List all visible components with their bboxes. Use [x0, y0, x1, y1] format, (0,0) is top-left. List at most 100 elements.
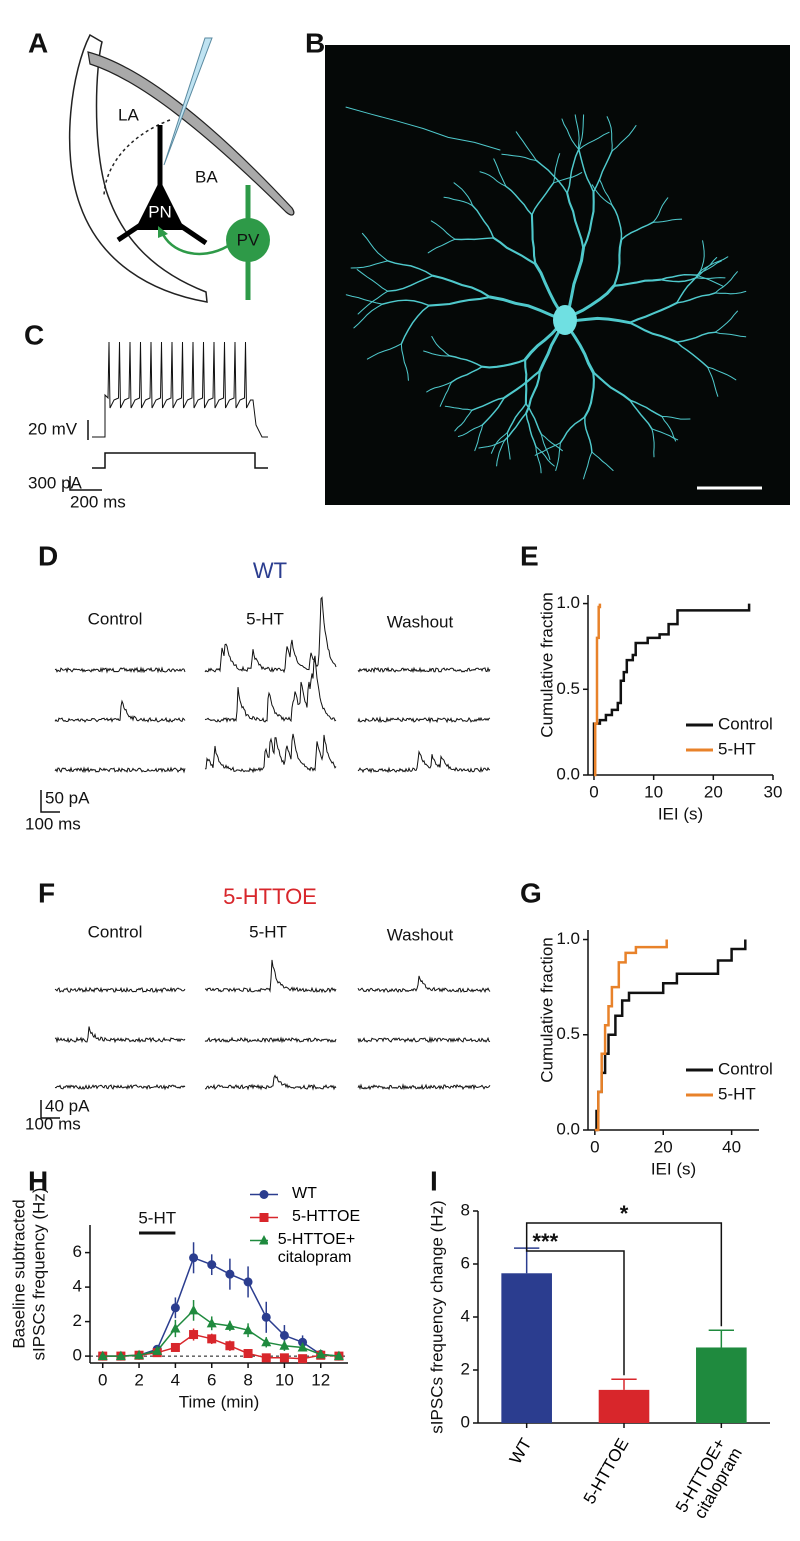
- dendrite: [471, 397, 506, 411]
- dendrite: [574, 114, 580, 151]
- dendrite: [524, 358, 528, 405]
- bar: [598, 1389, 650, 1423]
- x-tick-label: 20: [704, 782, 723, 801]
- dendrite: [453, 182, 474, 207]
- trace: [54, 666, 186, 674]
- dendrite: [430, 220, 456, 240]
- dendrite: [652, 197, 669, 223]
- dendrite: [503, 412, 527, 442]
- condition: Washout: [387, 612, 454, 631]
- marker: [261, 1353, 271, 1363]
- dendrite: [592, 150, 613, 193]
- dendrite: [481, 358, 527, 369]
- dendrite: [474, 424, 484, 452]
- dendrite: [531, 182, 555, 216]
- dendrite: [676, 270, 702, 304]
- dendrite: [676, 292, 716, 304]
- dendrite: [714, 271, 738, 294]
- dendrite: [492, 236, 537, 266]
- y-axis-label: sIPSCs frequency change (Hz): [427, 1200, 446, 1433]
- dendrite: [606, 116, 613, 152]
- marker: [243, 1324, 254, 1335]
- x-tick-label: 6: [207, 1370, 216, 1389]
- x-tick-label: 0: [589, 782, 598, 801]
- trace: [357, 1036, 491, 1044]
- scale-label: 300 pA: [28, 473, 83, 492]
- dendrite: [478, 439, 506, 449]
- panel-letter: F: [38, 877, 55, 908]
- dendrite: [428, 295, 491, 307]
- dendrite: [696, 260, 722, 276]
- trace: [357, 975, 491, 994]
- dendrite: [676, 341, 709, 368]
- tissue-band: [87, 51, 295, 216]
- marker: [333, 1350, 344, 1361]
- schematic: LA BA PN PV: [68, 33, 295, 303]
- panel-letter: B: [305, 27, 325, 58]
- y-tick-label: 8: [461, 1200, 470, 1219]
- significance: ***: [532, 1229, 558, 1254]
- dendrite: [714, 290, 747, 295]
- dendrite: [540, 433, 551, 461]
- dendrite: [582, 451, 593, 480]
- dendrite: [696, 256, 718, 279]
- marker: [279, 1330, 289, 1340]
- legend-label: Control: [718, 1059, 773, 1078]
- dendrite: [356, 269, 389, 292]
- label: PV: [237, 230, 260, 249]
- significance: *: [620, 1201, 629, 1226]
- dendrite: [555, 442, 561, 472]
- scale-label: 20 mV: [28, 419, 78, 438]
- tissue-outline: [68, 33, 208, 303]
- neuron: [345, 106, 747, 480]
- dendrite: [479, 171, 507, 187]
- pipette: [163, 37, 213, 166]
- y-tick-label: 0: [461, 1412, 470, 1431]
- dendrite: [345, 294, 383, 305]
- marker: [207, 1334, 217, 1344]
- marker: [279, 1353, 289, 1363]
- dendrite: [578, 131, 610, 151]
- legend-swatch: [250, 1213, 278, 1222]
- dendrite: [481, 397, 506, 426]
- panel-letter: H: [28, 1165, 48, 1196]
- dendrite: [559, 416, 586, 444]
- dendrite: [530, 213, 537, 266]
- synapse: [160, 231, 229, 256]
- dendrite: [584, 416, 593, 453]
- scale-label: 100 ms: [25, 814, 81, 833]
- dendrite: [496, 439, 506, 467]
- legend: WT 5-HTTOE 5-HTTOE+ citalopram: [248, 1185, 368, 1271]
- dendrite: [652, 218, 683, 223]
- marker: [170, 1303, 180, 1313]
- dendrite: [471, 205, 495, 239]
- dendrite: [525, 370, 541, 415]
- panel-letter: E: [520, 540, 539, 571]
- dendrite: [454, 409, 473, 432]
- dendrite: [714, 331, 747, 338]
- label: LA: [118, 105, 139, 124]
- scale-bar: [40, 790, 60, 813]
- bar: [501, 1273, 552, 1423]
- dendrite: [592, 371, 631, 402]
- y-tick-label: 6: [73, 1242, 82, 1261]
- marker: [243, 1349, 253, 1359]
- scale-label: 200 ms: [70, 492, 126, 511]
- y-axis-label: sIPSCs frequency (Hz): [29, 1188, 48, 1361]
- y-tick-label: 4: [461, 1306, 470, 1325]
- x-tick-label: 40: [722, 1137, 741, 1156]
- x-tick-label: 10: [275, 1370, 294, 1389]
- dendrite: [515, 131, 537, 162]
- dendrite: [448, 355, 483, 368]
- dendrite: [439, 381, 453, 407]
- y-tick-label: 2: [461, 1359, 470, 1378]
- marker: [207, 1260, 217, 1270]
- trace: [357, 750, 491, 774]
- dendrite: [488, 295, 567, 322]
- y-tick-label: 0.5: [556, 679, 580, 698]
- marker: [188, 1304, 199, 1315]
- dendrite: [699, 256, 729, 272]
- dendrite: [629, 399, 663, 418]
- trace: [204, 733, 337, 774]
- legend-label: Control: [718, 714, 773, 733]
